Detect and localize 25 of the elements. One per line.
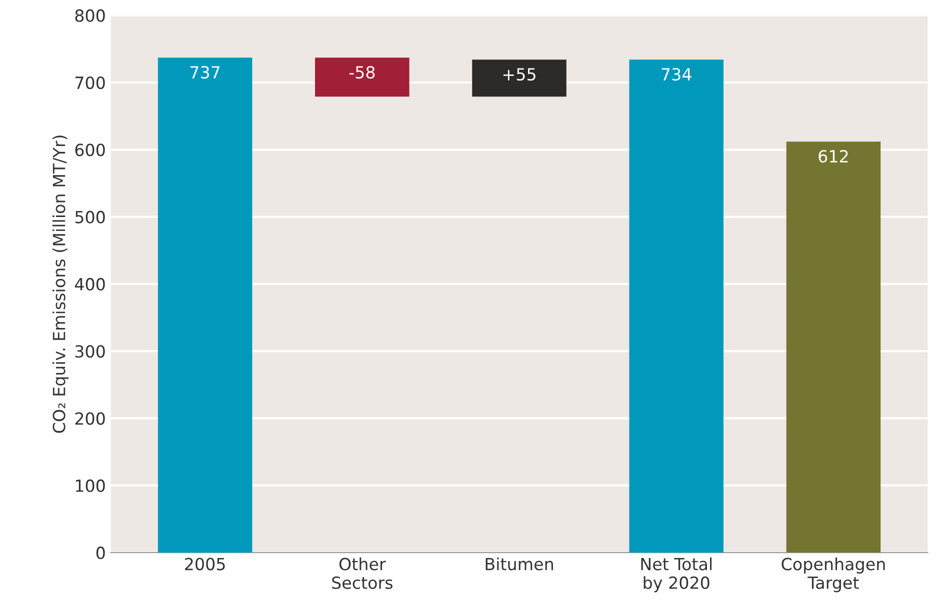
x-tick-label: 2005	[185, 558, 225, 570]
data-label: 737	[190, 66, 220, 79]
data-label: 612	[818, 150, 848, 163]
y-tick-label: 700	[75, 76, 105, 90]
x-tick-label: Bitumen	[486, 557, 553, 570]
x-tick-label: Other Sectors	[332, 557, 392, 590]
bar	[315, 58, 410, 97]
data-label: 734	[662, 68, 692, 81]
y-axis-title: CO₂ Equiv. Emissions (Million MT/Yr)	[52, 136, 69, 433]
y-tick-label: 100	[76, 479, 105, 492]
bar	[472, 60, 566, 97]
y-tick-label: 600	[75, 144, 105, 156]
y-tick-label: 0	[96, 546, 105, 560]
y-tick-label: 300	[75, 345, 105, 358]
data-label: +55	[503, 68, 536, 81]
bar	[158, 58, 252, 553]
y-tick-label: 500	[75, 210, 105, 224]
data-label: -58	[349, 66, 375, 79]
x-tick-label: Net Total by 2020	[641, 557, 712, 592]
bar	[786, 142, 881, 553]
x-tick-label: Copenhagen Target	[782, 557, 885, 592]
y-tick-label: 200	[75, 412, 105, 425]
y-tick-label: 400	[74, 278, 105, 291]
y-tick-label: 800	[75, 9, 105, 22]
bar	[629, 60, 724, 553]
